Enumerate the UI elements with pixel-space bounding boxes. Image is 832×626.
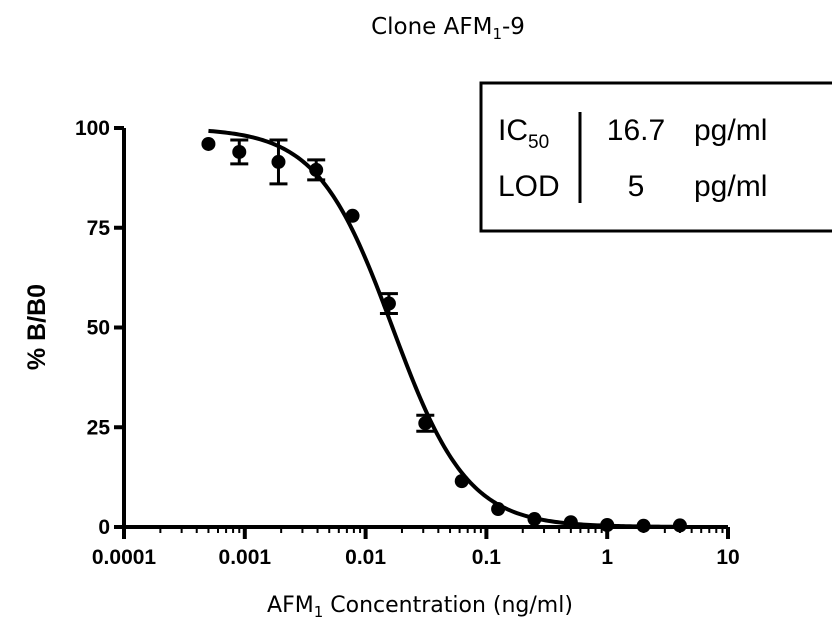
y-axis-label: % B/B0 (23, 284, 51, 370)
y-tick-label: 75 (87, 217, 111, 240)
x-tick-label: 1 (601, 546, 613, 569)
y-tick-label: 50 (87, 317, 110, 340)
x-tick-label: 0.001 (219, 546, 272, 569)
x-tick-label: 0.01 (345, 546, 386, 569)
data-point (672, 518, 687, 533)
y-tick-label: 0 (98, 516, 110, 539)
data-point (527, 512, 542, 527)
data-point (345, 208, 360, 223)
data-point (381, 296, 396, 311)
axes: 0 25 50 75 100 0.0001 0.001 0.01 0.1 1 10 (75, 117, 740, 569)
annotation-row-lod-value: 5 (628, 170, 645, 203)
data-point (600, 518, 615, 533)
data-point (309, 162, 324, 177)
data-point (636, 518, 651, 533)
data-point (491, 502, 506, 517)
annotation-row-ic50-label: IC50 (498, 114, 549, 153)
x-tick-label: 10 (716, 546, 739, 569)
data-point (201, 136, 216, 151)
annotation-box: IC50 16.7 pg/ml LOD 5 pg/ml (479, 81, 832, 233)
data-point (271, 154, 286, 169)
x-tick-label: 0.1 (472, 546, 502, 569)
annotation-row-ic50-unit: pg/ml (694, 114, 767, 147)
annotation-frame (479, 81, 832, 233)
x-tick-label: 0.0001 (92, 546, 157, 569)
annotation-row-lod-label: LOD (498, 170, 560, 203)
data-point (418, 416, 433, 431)
x-axis-label: AFM1 Concentration (ng/ml) (267, 593, 573, 621)
data-point (563, 515, 578, 530)
y-tick-label: 25 (87, 416, 111, 439)
chart-title: Clone AFM1-9 (371, 14, 525, 43)
annotation-row-ic50-value: 16.7 (607, 114, 665, 147)
data-point (454, 474, 469, 489)
data-point (232, 144, 247, 159)
points-layer (201, 136, 687, 533)
annotation-row-lod-unit: pg/ml (694, 170, 767, 203)
y-tick-label: 100 (75, 117, 110, 140)
